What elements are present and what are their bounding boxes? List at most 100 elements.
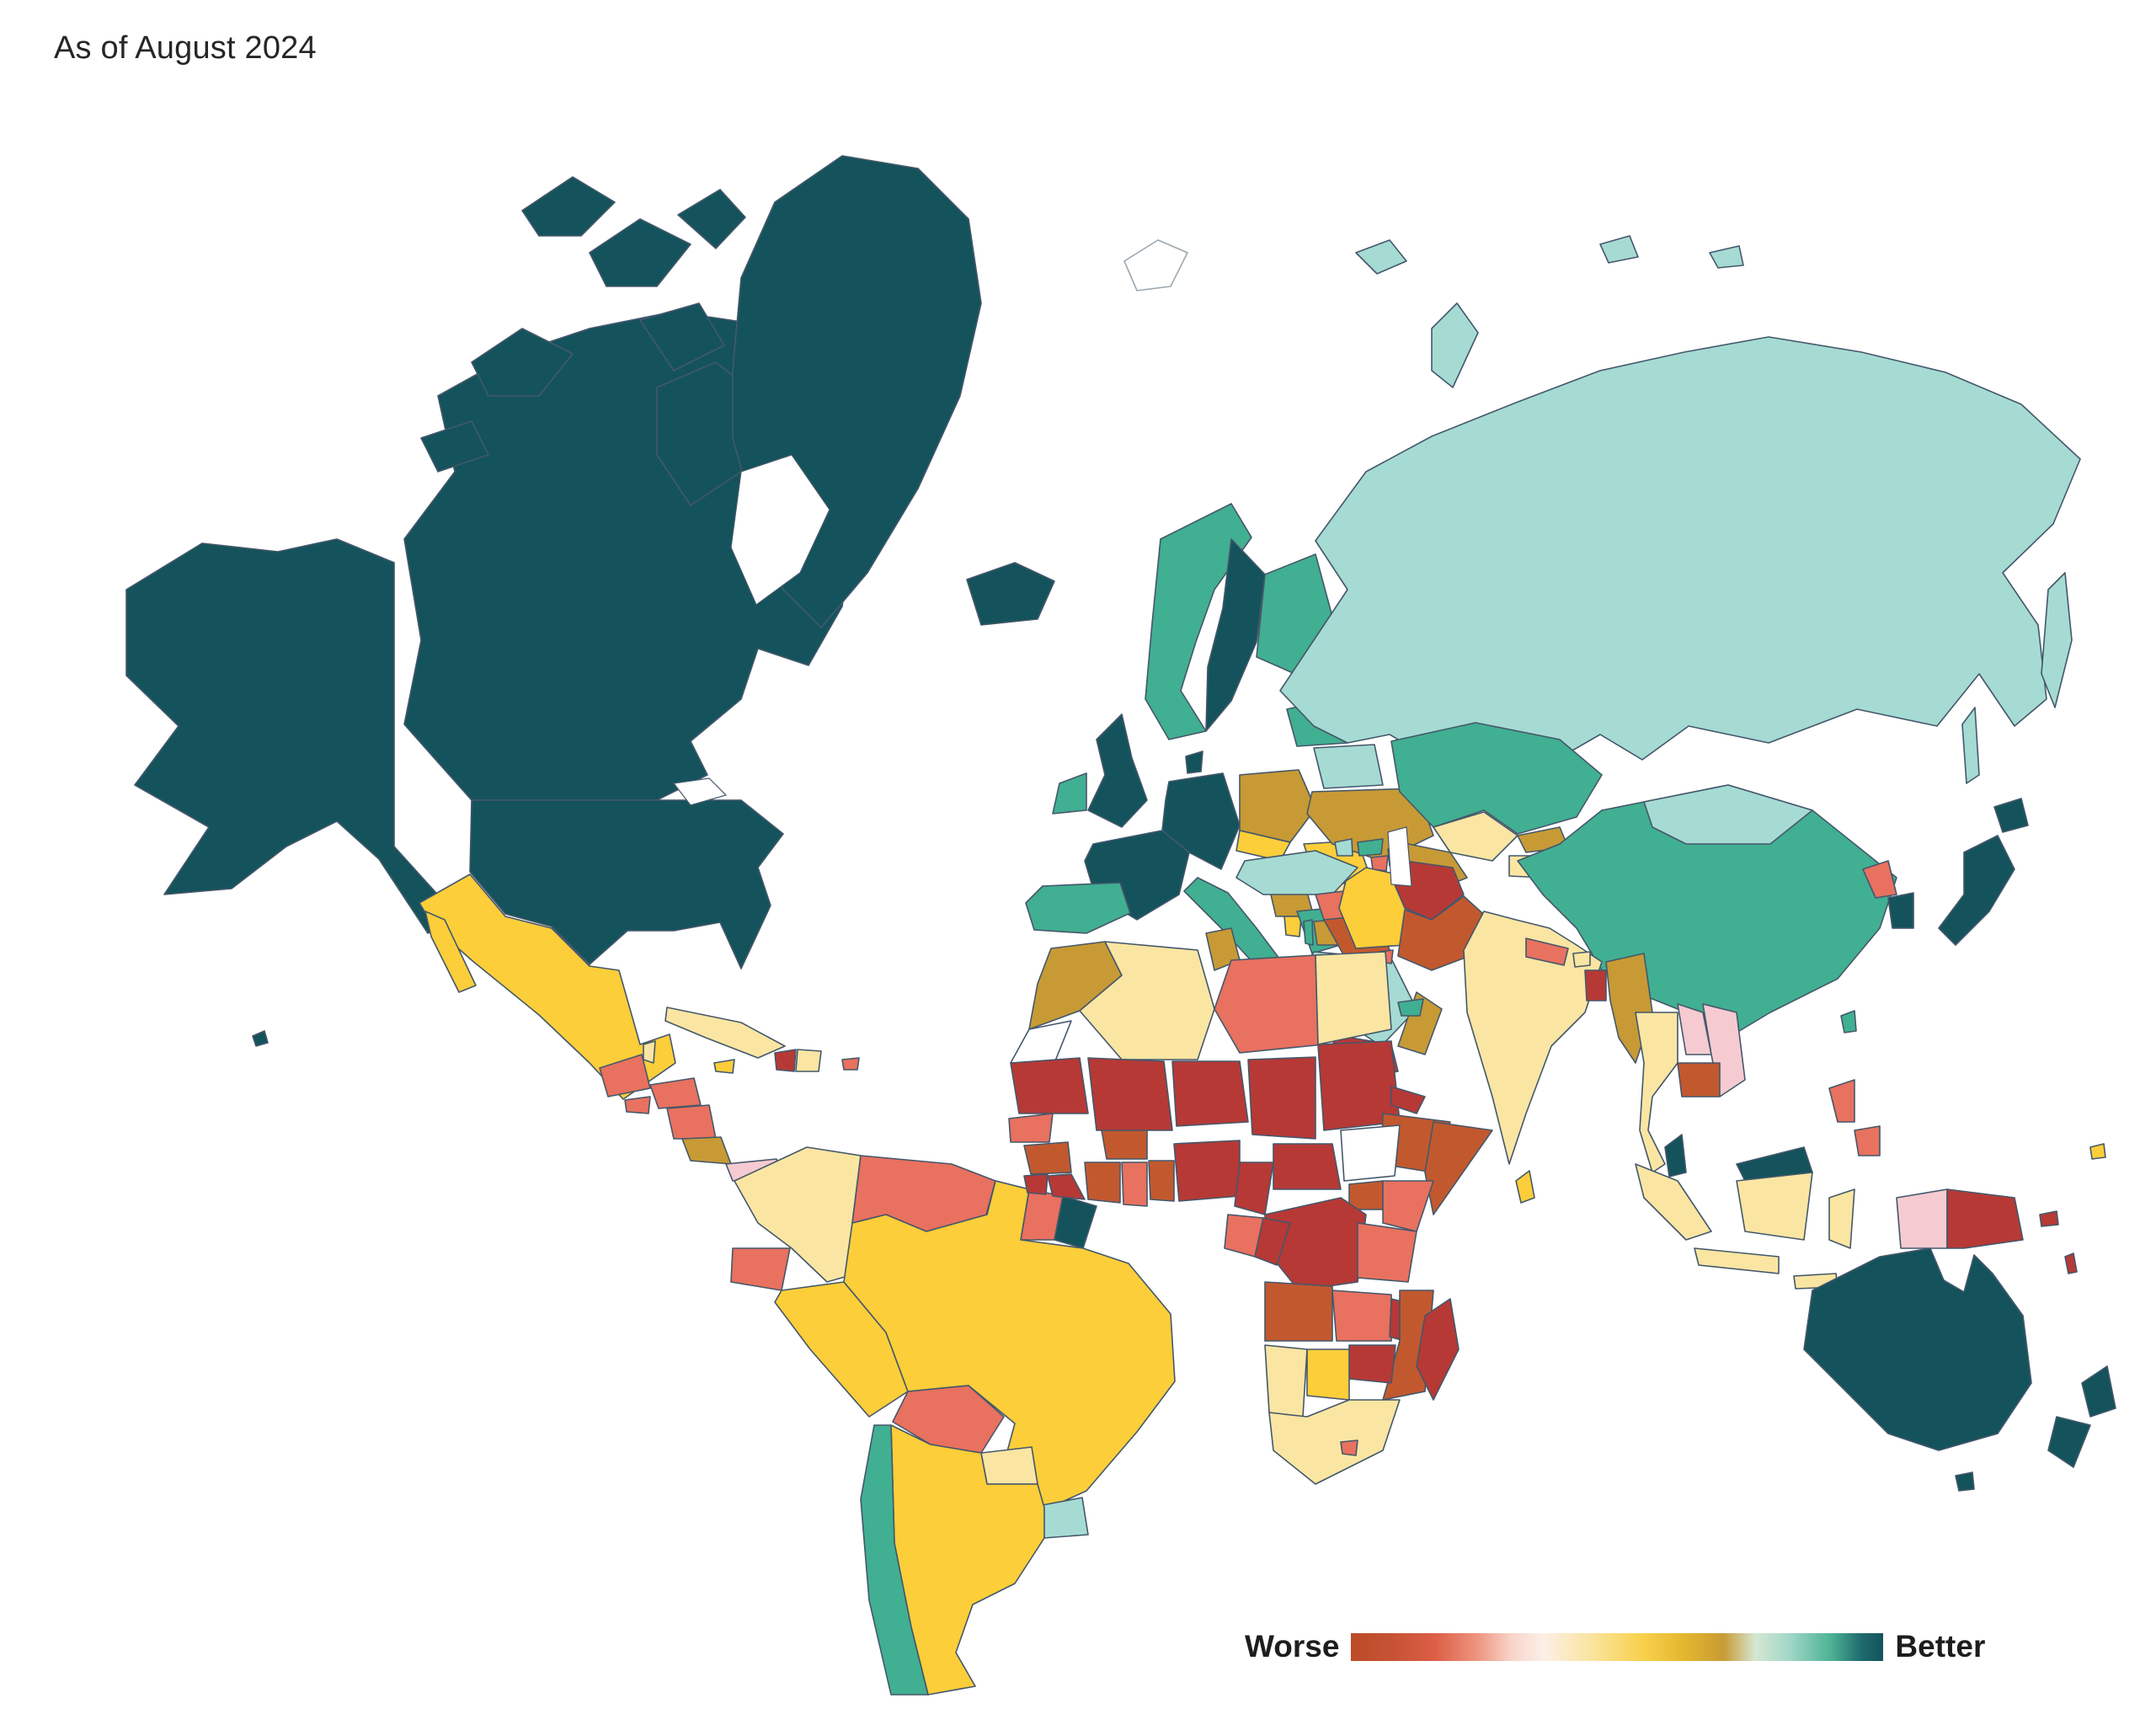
country-russiaarctic4[interactable] [1709, 245, 1744, 269]
country-egypt[interactable] [1315, 951, 1392, 1045]
country-kalimantan[interactable] [1736, 1172, 1813, 1241]
country-ecuador[interactable] [730, 1247, 791, 1291]
country-arctic-b[interactable] [589, 218, 691, 287]
country-usa-alaska[interactable] [125, 538, 460, 934]
country-kazakhstan[interactable] [1390, 722, 1603, 835]
country-solomonislands[interactable] [2039, 1210, 2059, 1227]
country-denmark[interactable] [1185, 750, 1203, 774]
country-baja[interactable] [424, 911, 477, 993]
country-paraguay[interactable] [980, 1446, 1038, 1485]
country-arctic-a[interactable] [471, 328, 574, 397]
country-libya[interactable] [1214, 954, 1325, 1054]
country-kamchatka[interactable] [2041, 572, 2073, 708]
country-belarus[interactable] [1313, 744, 1384, 789]
country-bangladesh[interactable] [1584, 969, 1607, 1001]
country-russiaarctic1[interactable] [1355, 239, 1407, 275]
country-somalia[interactable] [1424, 1121, 1493, 1215]
country-java[interactable] [1694, 1247, 1780, 1274]
country-papuanewguinea[interactable] [1946, 1188, 2024, 1249]
country-lesotho[interactable] [1340, 1439, 1358, 1456]
country-niger[interactable] [1171, 1060, 1249, 1127]
country-georgia[interactable] [1357, 838, 1384, 857]
country-ireland[interactable] [1052, 772, 1087, 814]
country-oman[interactable] [1397, 991, 1443, 1055]
country-vanuatu[interactable] [2064, 1252, 2078, 1274]
country-southkorea[interactable] [1887, 892, 1914, 929]
country-papuaindonesia[interactable] [1896, 1188, 1948, 1249]
country-togobenin[interactable] [1148, 1160, 1175, 1202]
country-zimbabwe[interactable] [1348, 1344, 1396, 1384]
country-poland[interactable] [1239, 769, 1316, 843]
country-uk[interactable] [1087, 713, 1148, 828]
country-botswana[interactable] [1306, 1348, 1350, 1401]
country-haiti[interactable] [774, 1049, 797, 1072]
country-japan[interactable] [1938, 835, 2015, 946]
country-namibia[interactable] [1264, 1344, 1308, 1418]
country-russiaarctic3[interactable] [1599, 235, 1639, 264]
country-arctic-d[interactable] [639, 302, 725, 371]
country-russiaarctic2[interactable] [1431, 302, 1479, 388]
country-armenia[interactable] [1370, 855, 1389, 872]
country-guatemala[interactable] [599, 1054, 651, 1097]
country-jamaica[interactable] [713, 1059, 735, 1074]
country-belize[interactable] [643, 1040, 656, 1064]
country-nicaragua[interactable] [666, 1104, 717, 1140]
country-hokkaido[interactable] [1993, 798, 2029, 833]
country-northkorea[interactable] [1862, 860, 1897, 899]
country-congo[interactable] [1254, 1217, 1291, 1266]
country-westernsahara[interactable] [1010, 1020, 1072, 1064]
country-elsalvador[interactable] [624, 1096, 651, 1114]
country-chad[interactable] [1247, 1056, 1316, 1140]
country-guinea[interactable] [1023, 1141, 1072, 1175]
country-ghana[interactable] [1121, 1162, 1148, 1207]
country-angola[interactable] [1264, 1281, 1333, 1342]
country-arctic-f[interactable] [677, 189, 746, 249]
country-senegal[interactable] [1008, 1113, 1054, 1143]
country-philippinesmindanao[interactable] [1854, 1125, 1881, 1156]
country-mauritania[interactable] [1010, 1057, 1089, 1114]
country-dominicanrep[interactable] [795, 1049, 822, 1072]
country-sulawesi[interactable] [1828, 1188, 1855, 1249]
country-southafrica[interactable] [1268, 1399, 1401, 1485]
country-thailand[interactable] [1635, 1012, 1678, 1173]
country-sakhalin[interactable] [1961, 707, 1980, 784]
country-kenya[interactable] [1382, 1180, 1434, 1232]
country-tanzania[interactable] [1357, 1222, 1417, 1283]
country-nepal[interactable] [1525, 937, 1569, 966]
country-mongolia[interactable] [1643, 784, 1813, 845]
country-australia[interactable] [1803, 1247, 2032, 1451]
country-svalbard[interactable] [1123, 239, 1188, 291]
country-burkinafaso[interactable] [1101, 1130, 1148, 1160]
country-zambia[interactable] [1331, 1290, 1392, 1342]
country-southsudan[interactable] [1340, 1124, 1401, 1182]
country-iceland[interactable] [966, 562, 1055, 626]
country-russia[interactable] [1279, 336, 2081, 761]
country-spain[interactable] [1025, 882, 1131, 934]
country-arctic-e[interactable] [420, 420, 489, 473]
country-philippinesluzon[interactable] [1828, 1079, 1855, 1123]
country-taiwan[interactable] [1840, 1010, 1857, 1033]
country-sierraleone[interactable] [1023, 1173, 1049, 1195]
country-frenchguiana[interactable] [1054, 1195, 1097, 1249]
country-ivorycoast[interactable] [1084, 1162, 1121, 1204]
country-nznorth[interactable] [2081, 1365, 2116, 1418]
country-uzbekistan[interactable] [1433, 811, 1518, 862]
country-mexico[interactable] [419, 873, 676, 1100]
country-norway[interactable] [1145, 503, 1252, 740]
country-albania[interactable] [1283, 916, 1302, 937]
country-israel[interactable] [1303, 919, 1314, 946]
country-hawaii[interactable] [252, 1030, 269, 1047]
country-germanyblock[interactable] [1161, 772, 1241, 870]
country-fiji[interactable] [2089, 1143, 2106, 1160]
country-bhutan[interactable] [1572, 951, 1591, 968]
country-centralafricanrep[interactable] [1273, 1143, 1342, 1190]
country-eritrea[interactable] [1390, 1086, 1426, 1114]
country-puertorico[interactable] [841, 1057, 860, 1071]
country-srilanka[interactable] [1515, 1170, 1535, 1204]
country-moldova[interactable] [1334, 838, 1353, 857]
country-uae[interactable] [1397, 998, 1424, 1017]
country-usa-main[interactable] [469, 799, 784, 969]
country-honduras[interactable] [649, 1077, 702, 1109]
country-cambodia[interactable] [1677, 1062, 1721, 1097]
country-nzsouth[interactable] [2047, 1416, 2091, 1468]
